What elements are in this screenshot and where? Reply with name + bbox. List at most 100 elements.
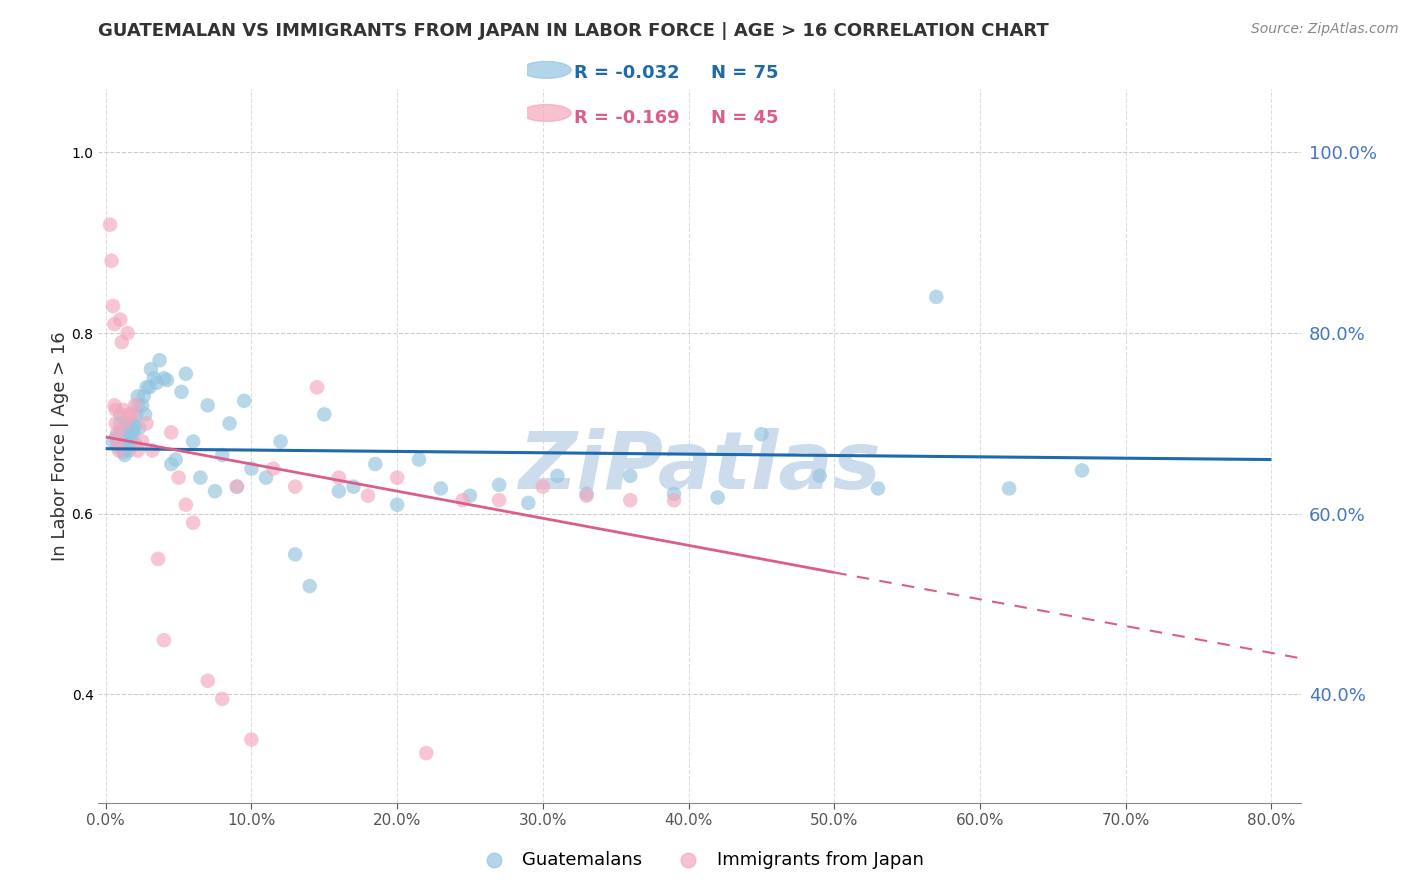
Point [127,389,149,403]
Text: ZiPatlas: ZiPatlas [519,428,880,507]
Point [108,443,131,458]
Point [430,482,453,496]
Point [190,470,212,484]
Text: R = -0.032: R = -0.032 [574,64,679,82]
Point [142,371,165,385]
Text: N = 75: N = 75 [711,64,779,82]
Point [111,335,134,350]
Point [112,402,135,417]
Point [662,487,685,501]
Point [156,373,179,387]
Point [619,493,641,508]
Point [998,482,1021,496]
Circle shape [522,104,571,121]
Point [125,408,148,422]
Point [197,398,219,412]
Point [110,417,132,431]
Point [174,498,197,512]
Point [458,489,481,503]
Point [141,443,163,458]
Point [98,218,121,232]
Point [153,633,176,648]
Point [114,417,136,431]
Point [117,417,139,431]
Point [131,398,153,412]
Point [225,480,247,494]
Point [925,290,948,304]
Point [124,398,146,412]
Point [103,317,125,331]
Point [517,496,540,510]
Point [385,498,408,512]
Point [298,579,321,593]
Point [110,408,132,422]
Point [139,362,162,376]
Point [114,448,136,462]
Point [110,312,132,326]
Point [104,430,127,444]
Point [706,491,728,505]
Point [1071,463,1094,477]
Circle shape [522,62,571,78]
Y-axis label: In Labor Force | Age > 16: In Labor Force | Age > 16 [52,331,69,561]
Point [225,480,247,494]
Text: R = -0.169: R = -0.169 [574,109,679,127]
Point [328,484,350,499]
Point [115,421,138,435]
Point [134,408,156,422]
Point [105,434,128,449]
Point [546,468,568,483]
Point [114,434,136,449]
Point [104,402,127,417]
Point [415,746,437,760]
Point [112,442,135,456]
Point [167,470,190,484]
Point [121,408,143,422]
Point [160,425,183,440]
Point [132,389,155,403]
Point [262,461,284,475]
Point [105,439,128,453]
Point [121,417,143,431]
Point [174,367,197,381]
Point [124,436,146,450]
Point [488,478,510,492]
Point [138,380,160,394]
Point [866,482,889,496]
Point [364,457,387,471]
Point [112,445,135,459]
Point [385,470,408,484]
Point [153,371,176,385]
Point [100,253,122,268]
Point [328,470,350,484]
Point [575,489,598,503]
Point [118,408,141,422]
Point [284,480,307,494]
Point [197,673,219,688]
Point [121,427,143,442]
Point [218,417,240,431]
Point [233,393,256,408]
Point [103,398,125,412]
Point [575,487,598,501]
Point [124,418,146,433]
Text: Source: ZipAtlas.com: Source: ZipAtlas.com [1251,22,1399,37]
Point [751,427,773,442]
Point [122,424,145,438]
Point [127,398,149,412]
Point [149,353,172,368]
Point [101,434,124,449]
Point [135,417,157,431]
Point [118,443,141,458]
Point [117,326,139,340]
Point [104,417,127,431]
Point [211,448,233,462]
Point [118,439,141,453]
Point [101,299,124,313]
Point [488,493,510,508]
Point [120,434,142,449]
Point [128,421,150,435]
Point [305,380,328,394]
Point [117,430,139,444]
Point [204,484,226,499]
